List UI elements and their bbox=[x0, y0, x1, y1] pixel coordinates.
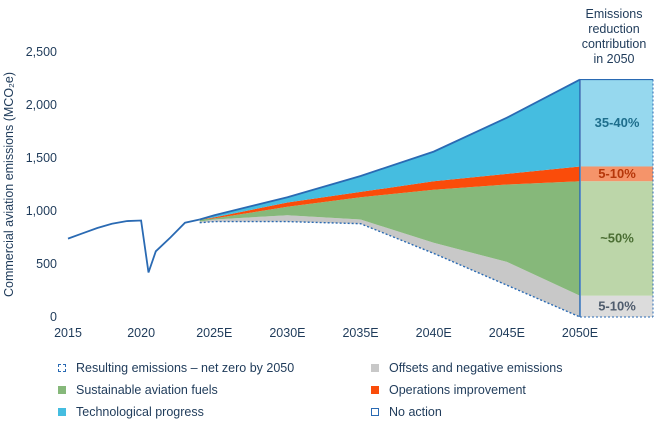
legend-item: Resulting emissions – net zero by 2050 bbox=[58, 361, 294, 375]
net-zero-region bbox=[199, 221, 580, 317]
contribution-label: 35-40% bbox=[595, 115, 640, 130]
legend-label: No action bbox=[389, 405, 442, 419]
x-tick-label: 2050E bbox=[562, 326, 598, 340]
contribution-band bbox=[581, 79, 653, 167]
y-tick-label: 2,000 bbox=[26, 98, 57, 112]
legend-item: Operations improvement bbox=[371, 383, 526, 397]
y-tick-label: 2,500 bbox=[26, 45, 57, 59]
x-tick-label: 2020 bbox=[127, 326, 155, 340]
y-tick-label: 500 bbox=[36, 257, 57, 271]
contribution-band bbox=[581, 295, 653, 317]
legend-swatch bbox=[58, 386, 66, 394]
y-tick-label: 0 bbox=[50, 310, 57, 324]
historical-emissions-line bbox=[67, 218, 200, 273]
contribution-label: 5-10% bbox=[598, 298, 636, 313]
contribution-title-line: reduction bbox=[588, 22, 639, 36]
x-tick-label: 2030E bbox=[269, 326, 305, 340]
legend-item: No action bbox=[371, 405, 442, 419]
no-action-line bbox=[199, 78, 581, 221]
x-tick-label: 2015 bbox=[54, 326, 82, 340]
contribution-band bbox=[581, 166, 653, 182]
legend-swatch bbox=[371, 364, 379, 372]
legend-swatch bbox=[371, 408, 379, 416]
x-tick-label: 2040E bbox=[416, 326, 452, 340]
x-tick-label: 2045E bbox=[489, 326, 525, 340]
operations-band bbox=[199, 166, 580, 220]
y-tick-label: 1,000 bbox=[26, 204, 57, 218]
contribution-title-line: in 2050 bbox=[593, 52, 634, 66]
contribution-label: 5-10% bbox=[598, 166, 636, 181]
legend-item: Technological progress bbox=[58, 405, 204, 419]
contribution-band bbox=[581, 181, 653, 296]
legend-label: Sustainable aviation fuels bbox=[76, 383, 218, 397]
legend-item: Offsets and negative emissions bbox=[371, 361, 562, 375]
legend-label: Offsets and negative emissions bbox=[389, 361, 563, 375]
x-tick-label: 2025E bbox=[196, 326, 232, 340]
contribution-title: Emissions reduction contribution in 2050 bbox=[582, 7, 647, 66]
technology-band bbox=[199, 79, 580, 220]
emissions-chart: 0 500 1,000 1,500 2,000 2,500 Commercial aviat… bbox=[2, 7, 654, 340]
net-zero-line bbox=[199, 220, 581, 318]
legend-swatch bbox=[58, 408, 66, 416]
legend-item: Sustainable aviation fuels bbox=[58, 383, 218, 397]
y-tick-label: 1,500 bbox=[26, 151, 57, 165]
legend: Resulting emissions – net zero by 2050 Of… bbox=[0, 355, 658, 433]
legend-label: Operations improvement bbox=[389, 383, 526, 397]
legend-label: Resulting emissions – net zero by 2050 bbox=[76, 361, 295, 375]
legend-swatch bbox=[371, 386, 379, 394]
saf-band bbox=[199, 181, 580, 296]
legend-swatch bbox=[58, 364, 66, 372]
contribution-title-line: contribution bbox=[582, 37, 647, 51]
x-tick-label: 2035E bbox=[342, 326, 378, 340]
y-axis-label: Commercial aviation emissions (MCO₂e) bbox=[2, 72, 16, 297]
contribution-label: ~50% bbox=[600, 231, 634, 246]
contribution-title-line: Emissions bbox=[586, 7, 643, 21]
legend-label: Technological progress bbox=[76, 405, 204, 419]
